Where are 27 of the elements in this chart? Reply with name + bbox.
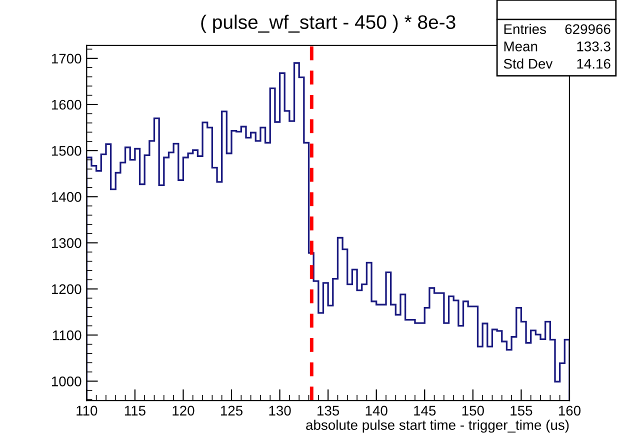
y-tick-label: 1100 xyxy=(52,330,82,340)
annotation: Std Dev xyxy=(504,58,553,69)
text: 14.16 xyxy=(577,58,610,69)
x-tick-label: 135 xyxy=(318,406,340,416)
x-tick-label: 155 xyxy=(510,406,532,416)
x-tick-label: 120 xyxy=(172,406,194,416)
text: 133.3 xyxy=(577,42,610,52)
y-tick-label: 1000 xyxy=(52,376,82,386)
x-tick-label: 150 xyxy=(462,406,484,416)
y-tick-label: 1300 xyxy=(52,238,82,248)
x-tick-label: 110 xyxy=(76,406,98,416)
text: Entries xyxy=(504,24,546,34)
y-tick-label: 1700 xyxy=(52,54,82,64)
annotation: Mean xyxy=(504,42,538,52)
x-tick-label: 145 xyxy=(414,406,436,416)
x-tick-label: 125 xyxy=(220,406,243,416)
y-tick-label: 1200 xyxy=(52,284,82,294)
y-tick-label: 1400 xyxy=(52,192,82,202)
x-tick-label: 115 xyxy=(124,406,146,416)
text: 629966 xyxy=(565,24,610,34)
y-tick-label: 1500 xyxy=(52,146,82,156)
x-tick-label: 130 xyxy=(269,406,291,416)
x-axis-title: absolute pulse start time - trigger_time (us) xyxy=(306,420,569,433)
x-tick-label: 160 xyxy=(558,406,581,416)
y-tick-label: 1600 xyxy=(52,100,82,110)
x-tick-label: 140 xyxy=(366,406,388,416)
chart-title: ( pulse_wf_start - 450 ) * 8e-3 xyxy=(201,14,456,33)
